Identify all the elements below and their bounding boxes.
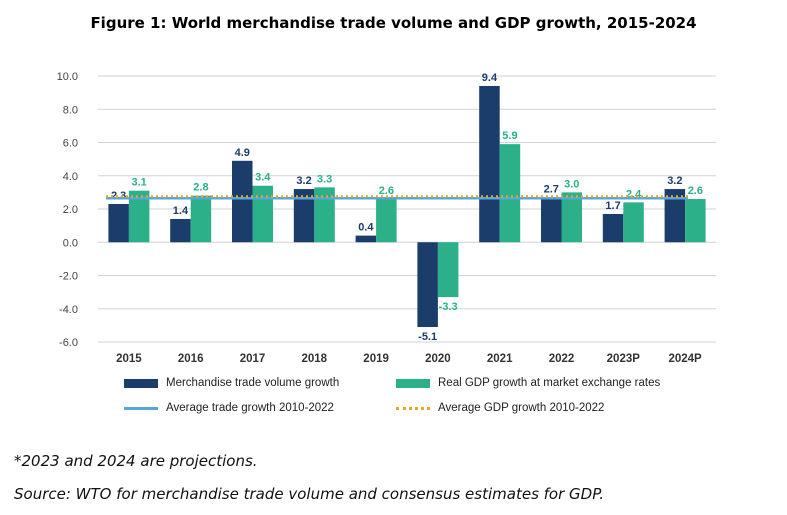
trade-bar	[602, 213, 624, 243]
trade-data-label: 4.9	[235, 147, 250, 159]
gdp-bar	[499, 144, 521, 243]
projection-note: *2023 and 2024 are projections.	[14, 452, 258, 470]
y-tick-label: 0.0	[63, 237, 78, 249]
trade-bar	[355, 235, 377, 243]
x-tick-label: 2020	[425, 353, 451, 365]
gdp-bar	[252, 185, 273, 243]
trade-bar	[664, 189, 686, 243]
legend-trade: Merchandise trade volume growth	[124, 377, 339, 389]
trade-bar	[170, 218, 191, 243]
trade-data-label: 9.4	[482, 72, 498, 84]
gdp-data-label: -3.3	[439, 301, 458, 313]
legend-avg-gdp: Average GDP growth 2010-2022	[396, 402, 604, 414]
x-tick-label: 2019	[363, 353, 389, 365]
legend-trade-label: Merchandise trade volume growth	[166, 377, 340, 389]
y-tick-label: -4.0	[59, 304, 78, 316]
gdp-data-label: 2.6	[379, 185, 394, 197]
y-tick-label: 2.0	[63, 204, 78, 216]
gdp-bar	[437, 242, 459, 298]
gdp-bar	[376, 199, 397, 243]
gdp-bar	[314, 187, 335, 243]
y-tick-label: 6.0	[63, 138, 78, 150]
y-tick-label: 8.0	[63, 104, 78, 116]
gdp-data-label: 3.3	[317, 173, 332, 185]
legend-avg-trade: Average trade growth 2010-2022	[124, 402, 334, 414]
legend-avg-trade-swatch	[124, 406, 158, 410]
trade-data-label: 2.3	[111, 190, 126, 202]
gdp-bar	[128, 190, 150, 243]
legend-gdp-swatch	[396, 378, 430, 388]
x-tick-label: 2015	[116, 353, 142, 365]
x-tick-label: 2023P	[607, 353, 641, 365]
gdp-data-label: 5.9	[502, 130, 517, 142]
trade-data-label: 2.7	[544, 183, 559, 195]
gdp-data-label: 3.4	[255, 172, 271, 184]
trade-bar	[108, 204, 129, 243]
gdp-bar	[685, 199, 706, 243]
gdp-bar	[623, 202, 644, 243]
x-tick-label: 2021	[487, 353, 513, 365]
trade-bar	[232, 160, 253, 243]
trade-data-label: 1.4	[173, 205, 189, 217]
x-tick-label: 2024P	[668, 353, 702, 365]
y-tick-label: 10.0	[57, 71, 78, 83]
legend-trade-swatch	[124, 378, 158, 388]
gdp-data-label: 3.1	[132, 177, 147, 189]
y-tick-label: -2.0	[59, 271, 78, 283]
trade-bar	[479, 85, 500, 243]
legend-avg-gdp-label: Average GDP growth 2010-2022	[438, 402, 605, 414]
y-tick-label: 4.0	[63, 171, 78, 183]
trade-data-label: 1.7	[605, 200, 620, 212]
legend-avg-gdp-swatch	[396, 406, 430, 410]
trade-bar	[541, 197, 562, 243]
gdp-bar	[190, 195, 212, 243]
x-tick-label: 2022	[549, 353, 575, 365]
trade-bar	[293, 189, 315, 243]
trade-data-label: 3.2	[667, 175, 682, 187]
trade-bar	[417, 242, 438, 328]
source-note: Source: WTO for merchandise trade volume…	[14, 485, 604, 503]
gdp-data-label: 3.0	[564, 178, 579, 190]
y-tick-label: -6.0	[59, 337, 78, 349]
gdp-bar	[561, 192, 582, 243]
legend-gdp: Real GDP growth at market exchange rates	[396, 377, 660, 389]
chart-plot: 10.0 8.0 6.0 4.0 2.0 0.0 -2.0 -4.0 -6.0 2.3 3.1 201…	[57, 71, 716, 365]
x-tick-label: 2017	[240, 353, 266, 365]
legend-avg-trade-label: Average trade growth 2010-2022	[166, 402, 334, 414]
chart-title: Figure 1: World merchandise trade volume…	[90, 14, 697, 32]
legend-gdp-label: Real GDP growth at market exchange rates	[438, 377, 661, 389]
trade-data-label: 3.2	[296, 175, 311, 187]
x-tick-label: 2016	[178, 353, 204, 365]
x-tick-label: 2018	[302, 353, 328, 365]
gdp-data-label: 2.6	[688, 185, 703, 197]
trade-data-label: 0.4	[358, 222, 374, 234]
trade-data-label: -5.1	[418, 331, 437, 343]
gdp-data-label: 2.8	[193, 182, 208, 194]
